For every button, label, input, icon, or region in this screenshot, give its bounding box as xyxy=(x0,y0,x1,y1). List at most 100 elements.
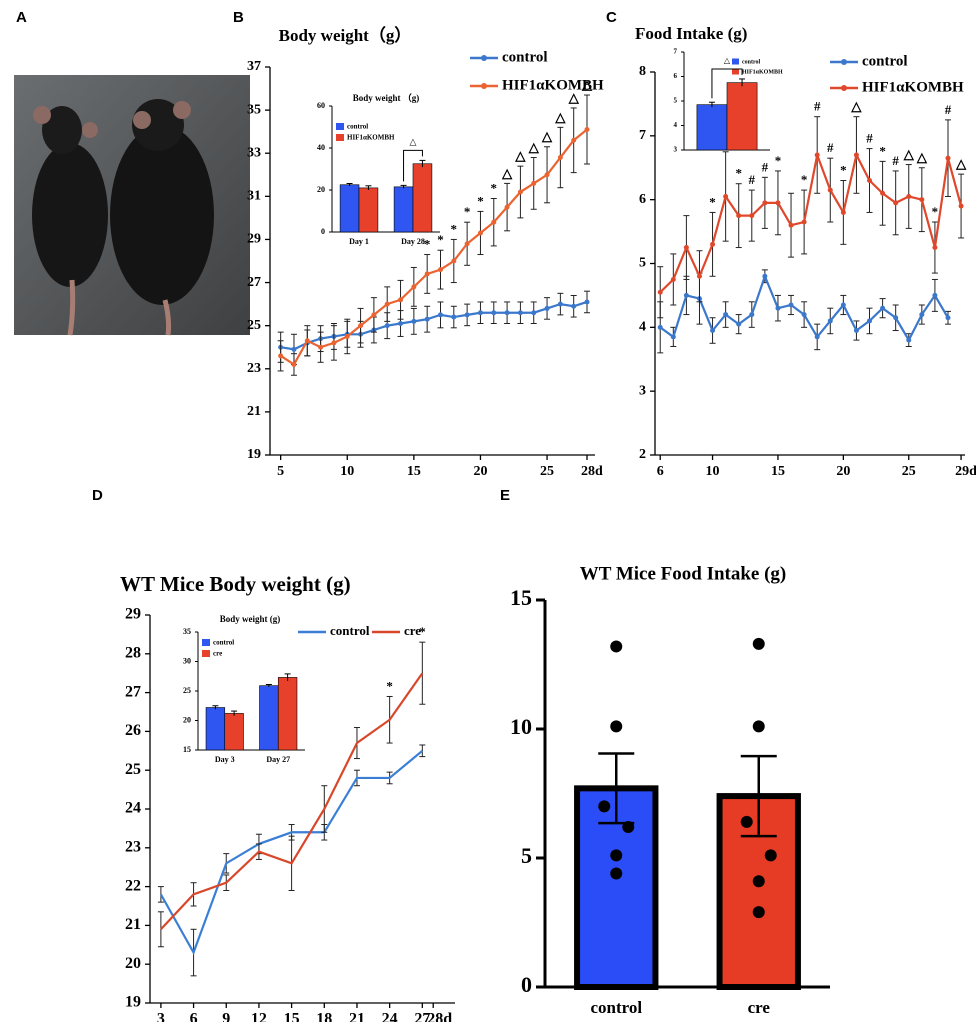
significance-label: * xyxy=(437,232,444,247)
point xyxy=(710,328,715,333)
point xyxy=(451,259,456,264)
y-tick-label: 60 xyxy=(317,101,325,110)
bar xyxy=(260,686,279,750)
inset-title: Body weight (g) xyxy=(220,614,281,624)
x-tick-label: 12 xyxy=(251,1011,267,1022)
bar xyxy=(225,713,244,750)
x-tick-label: 28d xyxy=(581,464,603,479)
figure: A B C D E 192123252729313335375101520252… xyxy=(0,0,976,1022)
point xyxy=(775,306,780,311)
legend-label: control xyxy=(347,123,368,131)
y-tick-label: 20 xyxy=(183,715,191,724)
bar xyxy=(394,187,413,232)
point xyxy=(919,197,924,202)
point xyxy=(398,297,403,302)
x-tick-label: 20 xyxy=(836,464,850,479)
point xyxy=(585,127,590,132)
y-tick-label: 3 xyxy=(674,146,678,154)
significance-label: △ xyxy=(501,165,513,180)
x-tick-label: 25 xyxy=(540,464,554,479)
point xyxy=(828,318,833,323)
significance-label: # xyxy=(749,172,756,187)
significance-label: △ xyxy=(514,148,526,163)
point xyxy=(749,312,754,317)
legend-label: control xyxy=(862,53,908,69)
point xyxy=(749,213,754,218)
x-tick-label: Day 3 xyxy=(215,755,235,764)
point xyxy=(451,315,456,320)
x-tick-label: 29d xyxy=(955,464,976,479)
significance-label: * xyxy=(735,166,742,181)
y-tick-label: 15 xyxy=(183,745,191,754)
panel-label: E xyxy=(500,487,510,504)
legend-label: cre xyxy=(213,650,222,658)
y-tick-label: 7 xyxy=(674,48,678,56)
significance-label: △ xyxy=(903,147,915,162)
point xyxy=(775,200,780,205)
legend-label: control xyxy=(330,623,370,638)
significance-label: △ xyxy=(554,109,566,124)
y-tick-label: 30 xyxy=(183,656,191,665)
bar xyxy=(359,188,378,232)
point xyxy=(867,318,872,323)
point xyxy=(531,310,536,315)
y-tick-label: 8 xyxy=(639,64,646,79)
point xyxy=(518,310,523,315)
point xyxy=(385,302,390,307)
significance-label: △ xyxy=(955,156,967,171)
point xyxy=(331,340,336,345)
significance-label: # xyxy=(827,140,834,155)
point xyxy=(762,200,767,205)
y-tick-label: 40 xyxy=(317,143,325,152)
significance-label: △ xyxy=(410,136,417,146)
y-tick-label: 21 xyxy=(125,916,141,933)
point xyxy=(753,906,765,918)
point xyxy=(598,800,610,812)
y-tick-label: 26 xyxy=(125,722,141,739)
chart-title: Food Intake (g) xyxy=(635,24,747,43)
point xyxy=(478,230,483,235)
legend-swatch xyxy=(336,134,344,141)
legend-label: HIF1αKOMBH xyxy=(742,69,783,75)
y-tick-label: 25 xyxy=(125,761,141,778)
significance-label: # xyxy=(762,159,769,174)
point xyxy=(841,210,846,215)
significance-label: △ xyxy=(541,129,553,144)
legend-marker xyxy=(481,55,487,61)
x-tick-label: Day 28 xyxy=(401,237,425,246)
bar xyxy=(697,105,727,150)
point xyxy=(789,223,794,228)
point xyxy=(906,194,911,199)
legend-marker xyxy=(841,59,847,65)
point xyxy=(762,274,767,279)
point xyxy=(438,312,443,317)
point xyxy=(545,306,550,311)
significance-label: # xyxy=(814,99,821,114)
point xyxy=(465,241,470,246)
point xyxy=(854,152,859,157)
point xyxy=(345,334,350,339)
point xyxy=(945,315,950,320)
x-tick-label: 15 xyxy=(771,464,785,479)
legend-swatch xyxy=(202,639,210,646)
significance-label: * xyxy=(491,180,498,195)
point xyxy=(723,194,728,199)
point xyxy=(438,267,443,272)
significance-label: * xyxy=(424,237,431,252)
significance-label: △ xyxy=(916,150,928,165)
point xyxy=(815,152,820,157)
point xyxy=(305,338,310,343)
x-tick-label: 5 xyxy=(277,464,284,479)
point xyxy=(893,315,898,320)
point xyxy=(571,304,576,309)
point xyxy=(371,312,376,317)
y-tick-label: 35 xyxy=(247,102,261,117)
x-tick-label: 9 xyxy=(222,1011,230,1022)
chart-title: WT Mice Body weight (g) xyxy=(120,572,351,596)
point xyxy=(558,155,563,160)
legend-label: control xyxy=(502,49,548,65)
point xyxy=(867,178,872,183)
legend-swatch xyxy=(732,59,739,65)
significance-label: △ xyxy=(528,140,540,155)
x-tick-label: 10 xyxy=(340,464,354,479)
